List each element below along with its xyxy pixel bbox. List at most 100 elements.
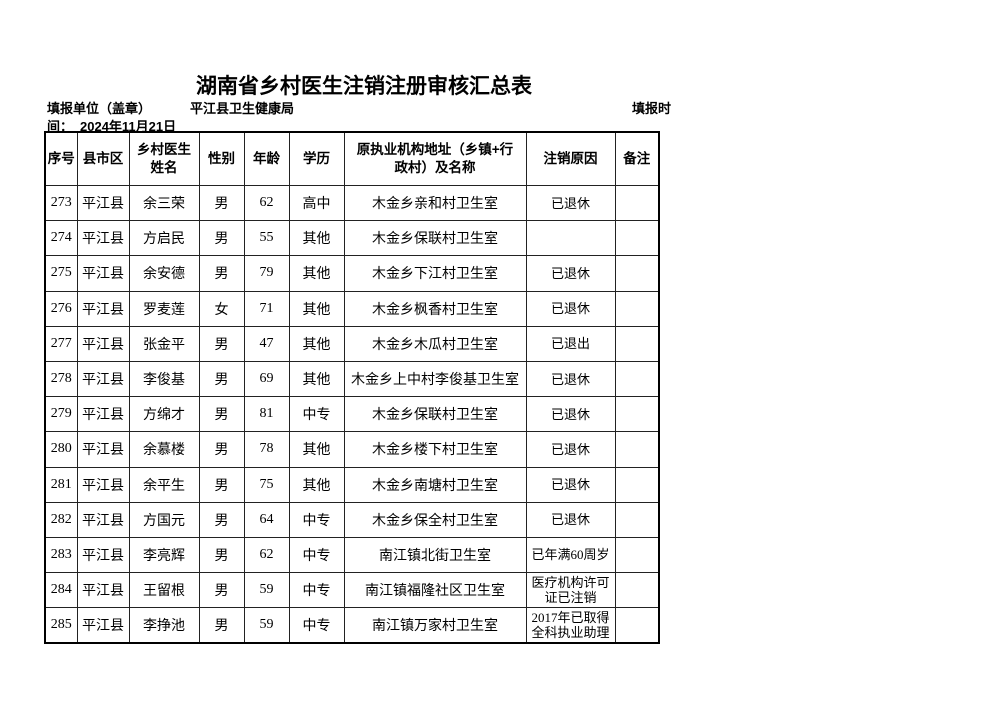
cell-institution: 木金乡南塘村卫生室 xyxy=(343,466,527,503)
date-label: 填报时 xyxy=(632,101,672,116)
cell-reason: 已退休 xyxy=(525,184,616,222)
cell-institution: 木金乡保联村卫生室 xyxy=(343,396,527,433)
cell-institution: 木金乡保全村卫生室 xyxy=(343,501,527,538)
cell-gender: 男 xyxy=(198,220,245,257)
cell-age: 62 xyxy=(243,536,290,574)
cell-seq: 280 xyxy=(44,431,78,468)
cell-gender: 男 xyxy=(198,360,245,398)
cell-age: 55 xyxy=(243,220,290,257)
cell-seq: 285 xyxy=(44,607,78,644)
cell-county: 平江县 xyxy=(76,466,130,503)
cell-institution: 南江镇万家村卫生室 xyxy=(343,607,527,644)
cell-education: 中专 xyxy=(288,536,345,574)
cell-reason: 已年满60周岁 xyxy=(525,536,616,574)
cell-remarks xyxy=(614,220,660,257)
cell-remarks xyxy=(614,325,660,362)
table-row: 285 平江县 李挣池男 59 中专 南江镇万家村卫生室 2017年已取得 全科执业助理 xyxy=(44,607,660,644)
table-row: 278 平江县 李俊基男 69 其他 木金乡上中村李俊基卫生室 已退休 xyxy=(44,360,660,398)
cell-reason: 已退出 xyxy=(525,325,616,362)
table-row: 281 平江县 余平生男 75 其他 木金乡南塘村卫生室 已退休 xyxy=(44,466,660,503)
cell-reason: 已退休 xyxy=(525,360,616,398)
cell-institution: 木金乡上中村李俊基卫生室 xyxy=(343,360,527,398)
cell-remarks xyxy=(614,431,660,468)
cell-reason: 医疗机构许可 证已注销 xyxy=(525,572,616,609)
cell-name: 李俊基 xyxy=(128,360,200,398)
column-header-institution: 原执业机构地址（乡镇+行 政村）及名称 xyxy=(343,131,527,186)
date-label-cont: 间： xyxy=(47,119,74,134)
cell-institution: 木金乡木瓜村卫生室 xyxy=(343,325,527,362)
cell-seq: 283 xyxy=(44,536,78,574)
cell-remarks xyxy=(614,184,660,222)
cell-education: 其他 xyxy=(288,466,345,503)
cell-institution: 木金乡枫香村卫生室 xyxy=(343,290,527,327)
column-header-county: 县市区 xyxy=(76,131,130,186)
cell-reason: 已退休 xyxy=(525,255,616,292)
cell-remarks xyxy=(614,572,660,609)
cell-county: 平江县 xyxy=(76,220,130,257)
cell-remarks xyxy=(614,396,660,433)
cell-gender: 男 xyxy=(198,572,245,609)
cell-education: 高中 xyxy=(288,184,345,222)
cell-county: 平江县 xyxy=(76,607,130,644)
cell-age: 71 xyxy=(243,290,290,327)
cell-education: 中专 xyxy=(288,572,345,609)
cell-age: 78 xyxy=(243,431,290,468)
cell-gender: 男 xyxy=(198,607,245,644)
column-header-age: 年龄 xyxy=(243,131,290,186)
table-row: 277 平江县 张金平男 47 其他 木金乡木瓜村卫生室 已退出 xyxy=(44,325,660,362)
cell-county: 平江县 xyxy=(76,184,130,222)
date-value: 2024年11月21日 xyxy=(80,119,177,134)
cell-county: 平江县 xyxy=(76,536,130,574)
cell-reason: 已退休 xyxy=(525,431,616,468)
cell-name: 李亮辉 xyxy=(128,536,200,574)
table-row: 275 平江县 余安德男 79 其他 木金乡下江村卫生室 已退休 xyxy=(44,255,660,292)
cell-remarks xyxy=(614,536,660,574)
cell-age: 79 xyxy=(243,255,290,292)
cell-name: 李挣池 xyxy=(128,607,200,644)
table-row: 273 平江县 余三荣男 62 高中 木金乡亲和村卫生室 已退休 xyxy=(44,184,660,222)
cell-age: 59 xyxy=(243,607,290,644)
column-header-remarks: 备注 xyxy=(614,131,660,186)
cell-seq: 284 xyxy=(44,572,78,609)
cell-education: 中专 xyxy=(288,607,345,644)
cell-reason: 已退休 xyxy=(525,466,616,503)
cell-education: 其他 xyxy=(288,290,345,327)
cell-seq: 282 xyxy=(44,501,78,538)
cell-seq: 274 xyxy=(44,220,78,257)
cell-remarks xyxy=(614,466,660,503)
cell-county: 平江县 xyxy=(76,255,130,292)
cell-gender: 男 xyxy=(198,536,245,574)
cell-remarks xyxy=(614,607,660,644)
cell-reason: 已退休 xyxy=(525,290,616,327)
column-header-name: 乡村医生 姓名 xyxy=(128,131,200,186)
unit-label: 填报单位（盖章） xyxy=(47,101,152,116)
cell-name: 余平生 xyxy=(128,466,200,503)
cell-remarks xyxy=(614,290,660,327)
cell-name: 张金平 xyxy=(128,325,200,362)
cell-county: 平江县 xyxy=(76,360,130,398)
cell-remarks xyxy=(614,501,660,538)
cell-age: 47 xyxy=(243,325,290,362)
cell-county: 平江县 xyxy=(76,501,130,538)
cell-age: 81 xyxy=(243,396,290,433)
cell-name: 余慕楼 xyxy=(128,431,200,468)
cell-age: 69 xyxy=(243,360,290,398)
cell-name: 余安德 xyxy=(128,255,200,292)
unit-value: 平江县卫生健康局 xyxy=(190,101,295,116)
cell-seq: 276 xyxy=(44,290,78,327)
cell-name: 方国元 xyxy=(128,501,200,538)
cell-name: 王留根 xyxy=(128,572,200,609)
cell-seq: 278 xyxy=(44,360,78,398)
table-row: 276 平江县 罗麦莲女 71 其他 木金乡枫香村卫生室 已退休 xyxy=(44,290,660,327)
cell-remarks xyxy=(614,360,660,398)
cell-gender: 男 xyxy=(198,466,245,503)
table-row: 274 平江县 方启民男 55 其他 木金乡保联村卫生室 xyxy=(44,220,660,257)
cell-name: 罗麦莲 xyxy=(128,290,200,327)
table-row: 282 平江县 方国元男 64 中专 木金乡保全村卫生室 已退休 xyxy=(44,501,660,538)
summary-table: 序号 县市区 乡村医生 姓名 性别 年龄 学历 原执业机构地址（乡镇+行 政村）及名称 注销原因备… xyxy=(44,131,660,645)
cell-reason: 2017年已取得 全科执业助理 xyxy=(525,607,616,644)
cell-name: 方绵才 xyxy=(128,396,200,433)
cell-reason: 已退休 xyxy=(525,501,616,538)
table-row: 279 平江县 方绵才男 81 中专 木金乡保联村卫生室 已退休 xyxy=(44,396,660,433)
column-header-reason: 注销原因 xyxy=(525,131,616,186)
